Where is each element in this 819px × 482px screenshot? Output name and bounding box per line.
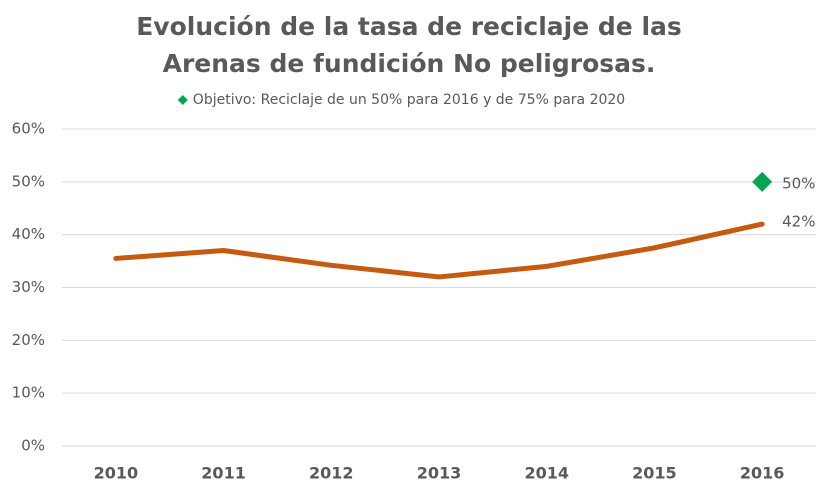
x-tick-label: 2016 xyxy=(740,464,785,482)
x-tick-label: 2012 xyxy=(309,464,354,482)
y-tick-label: 60% xyxy=(12,120,45,138)
x-tick-label: 2014 xyxy=(524,464,569,482)
data-label: 42% xyxy=(782,213,815,231)
y-tick-label: 30% xyxy=(12,278,45,296)
x-tick-label: 2015 xyxy=(632,464,677,482)
y-tick-label: 40% xyxy=(12,225,45,243)
line xyxy=(113,221,765,280)
x-tick-label: 2013 xyxy=(417,464,462,482)
marker xyxy=(752,171,773,192)
x-tick-label: 2011 xyxy=(201,464,246,482)
y-tick-label: 0% xyxy=(21,437,45,455)
y-tick-label: 10% xyxy=(12,384,45,402)
y-tick-label: 20% xyxy=(12,331,45,349)
chart-title: Evolución de la tasa de reciclaje de las… xyxy=(136,12,682,78)
x-tick-label: 2010 xyxy=(94,464,139,482)
legend-marker xyxy=(177,95,188,105)
y-tick-label: 50% xyxy=(12,172,45,190)
data-label: 50% xyxy=(782,174,815,192)
legend-label: Objetivo: Reciclaje de un 50% para 2016 … xyxy=(193,92,625,108)
